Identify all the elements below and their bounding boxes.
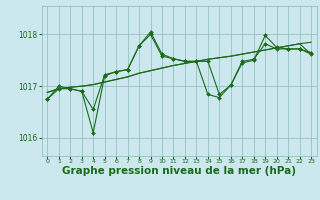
X-axis label: Graphe pression niveau de la mer (hPa): Graphe pression niveau de la mer (hPa) — [62, 166, 296, 176]
